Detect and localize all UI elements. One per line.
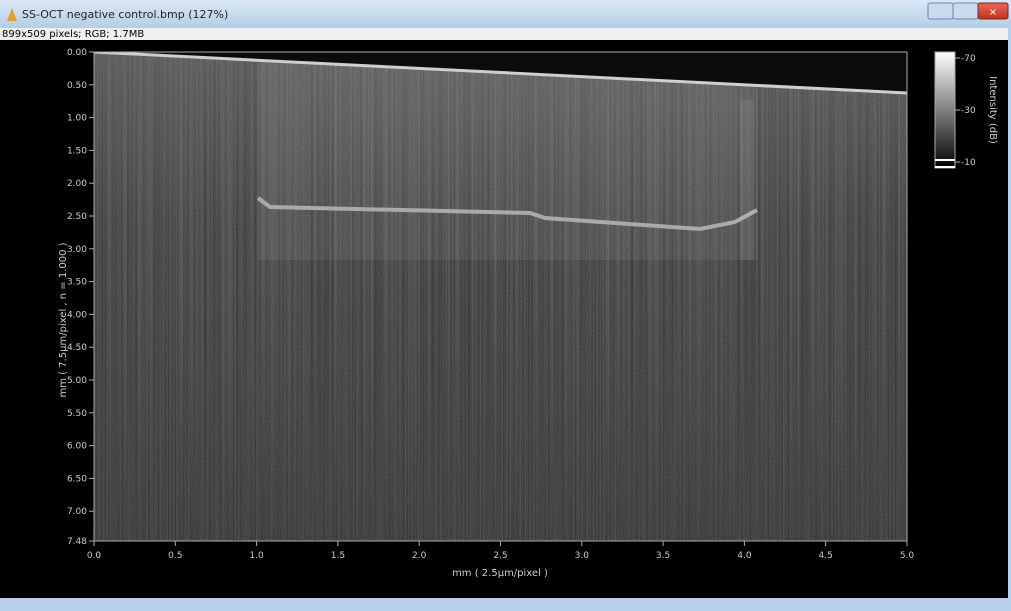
y-tick-label: 4.50 <box>67 343 87 353</box>
x-axis-label: mm ( 2.5µm/pixel ) <box>452 568 548 579</box>
y-tick-label: 3.50 <box>67 278 87 288</box>
x-tick-label: 4.5 <box>819 551 833 561</box>
y-tick-label: 5.00 <box>67 376 87 386</box>
colorbar-tick-label: -70 <box>961 54 976 64</box>
x-tick-label: 4.0 <box>737 551 752 561</box>
y-tick-label: 3.00 <box>67 245 87 255</box>
x-tick-label: 2.0 <box>412 551 427 561</box>
page: SS-OCT negative control.bmp (127%) × 899… <box>0 0 1011 607</box>
y-tick-label: 5.50 <box>67 409 87 419</box>
artifact <box>740 100 754 260</box>
minimize-button[interactable] <box>928 3 953 19</box>
y-tick-label: 6.50 <box>67 474 87 484</box>
colorbar-label: Intensity (dB) <box>987 76 998 144</box>
x-tick-label: 5.0 <box>900 551 915 561</box>
x-tick-label: 0.0 <box>87 551 102 561</box>
close-icon: × <box>989 7 997 18</box>
y-tick-label: 2.00 <box>67 179 87 189</box>
speckle <box>94 52 907 541</box>
x-tick-label: 1.0 <box>249 551 264 561</box>
y-tick-label: 7.00 <box>67 507 87 517</box>
oct-image <box>94 52 907 541</box>
window-border <box>0 598 1011 607</box>
y-tick-label: 1.50 <box>67 146 87 156</box>
x-tick-label: 1.5 <box>331 551 345 561</box>
x-tick-label: 2.5 <box>493 551 507 561</box>
y-tick-label: 0.00 <box>67 48 87 58</box>
y-tick-label: 7.48 <box>67 537 87 547</box>
y-axis-label: mm ( 7.5µm/pixel , n = 1.000 ) <box>58 242 69 397</box>
colorbar <box>935 52 955 168</box>
y-tick-label: 2.50 <box>67 212 87 222</box>
x-tick-label: 3.0 <box>575 551 590 561</box>
x-tick-label: 0.5 <box>168 551 182 561</box>
window: SS-OCT negative control.bmp (127%) × 899… <box>0 0 1011 607</box>
maximize-button[interactable] <box>953 3 978 19</box>
colorbar-tick-label: -30 <box>961 106 976 116</box>
y-tick-label: 4.00 <box>67 310 87 320</box>
y-tick-label: 6.00 <box>67 442 87 452</box>
y-tick-label: 1.00 <box>67 114 87 124</box>
window-title: SS-OCT negative control.bmp (127%) <box>22 8 228 21</box>
y-tick-label: 0.50 <box>67 81 87 91</box>
colorbar-tick-label: -10 <box>961 158 976 168</box>
x-tick-label: 3.5 <box>656 551 670 561</box>
info-bar <box>0 28 1008 40</box>
image-info: 899x509 pixels; RGB; 1.7MB <box>2 29 144 40</box>
